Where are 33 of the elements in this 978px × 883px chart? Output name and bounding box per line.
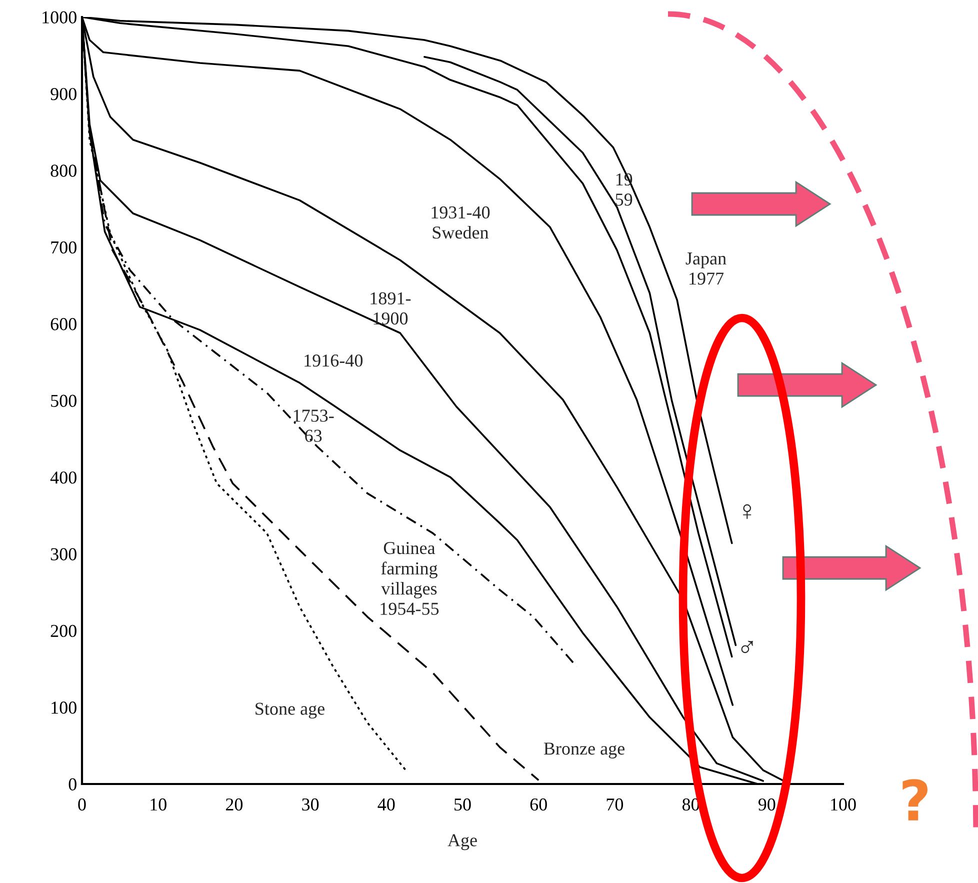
annotation: 1753- 63 — [294, 410, 334, 442]
x-tick-label: 70 — [606, 798, 624, 811]
x-axis-title: Age — [448, 834, 477, 850]
annotation: ♂ — [741, 640, 753, 654]
x-tick-label: 40 — [378, 798, 395, 811]
y-tick-label: 600 — [50, 318, 76, 330]
x-tick-label: 100 — [831, 798, 856, 811]
annotation: Japan 1977 — [686, 252, 726, 285]
annotation: Guinea farming villages 1954-55 — [380, 542, 439, 615]
annotation: Bronze age — [544, 742, 624, 758]
x-tick-label: 50 — [454, 798, 471, 811]
annotation: Stone age — [256, 702, 324, 719]
y-tick-label: 100 — [52, 702, 76, 714]
x-tick-label: 20 — [226, 798, 243, 811]
y-tick-label: 300 — [50, 548, 76, 560]
y-tick-label: 500 — [51, 394, 76, 407]
annotation: ♀ — [743, 504, 752, 519]
y-tick-label: 900 — [50, 88, 76, 100]
x-tick-label: 30 — [302, 798, 319, 811]
y-tick-label: 400 — [50, 471, 76, 484]
x-tick-label: 0 — [78, 798, 86, 811]
x-tick-label: 90 — [758, 798, 776, 811]
text: ? — [902, 779, 928, 820]
x-tick-label: 60 — [530, 798, 547, 811]
x-tick-label: 10 — [150, 798, 166, 811]
annotation: 1916-40 — [304, 354, 363, 367]
annotation: 1891- 1900 — [370, 292, 411, 325]
y-tick-label: 800 — [50, 164, 76, 177]
y-tick-label: 700 — [51, 241, 76, 254]
y-tick-label: 1000 — [42, 11, 76, 24]
annotation: 1931-40 Sweden — [432, 206, 490, 239]
y-tick-label: 200 — [50, 624, 76, 638]
y-tick-label: 0 — [68, 778, 76, 790]
